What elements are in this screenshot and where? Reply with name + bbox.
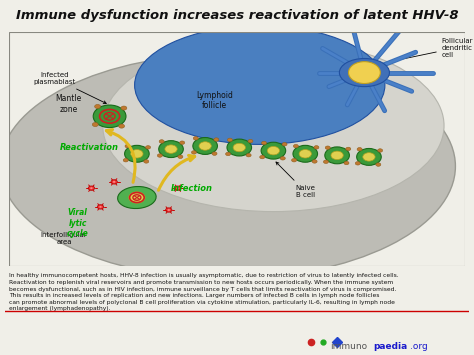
Circle shape	[376, 163, 381, 166]
Circle shape	[227, 139, 252, 156]
Circle shape	[261, 142, 286, 159]
Circle shape	[292, 158, 297, 162]
Circle shape	[325, 146, 330, 149]
Circle shape	[363, 153, 375, 161]
Circle shape	[233, 143, 246, 152]
Text: .org: .org	[410, 342, 428, 351]
Circle shape	[323, 160, 328, 164]
Circle shape	[260, 155, 265, 159]
Circle shape	[178, 155, 183, 158]
Circle shape	[146, 146, 151, 149]
Circle shape	[191, 151, 197, 154]
Text: paedia: paedia	[373, 342, 407, 351]
Circle shape	[129, 192, 145, 203]
Circle shape	[193, 137, 218, 154]
Circle shape	[282, 142, 287, 146]
Circle shape	[144, 160, 149, 163]
Text: Infection: Infection	[171, 184, 212, 193]
Circle shape	[228, 138, 232, 142]
Circle shape	[99, 206, 102, 208]
Circle shape	[93, 105, 126, 127]
Circle shape	[159, 140, 164, 143]
Ellipse shape	[0, 54, 456, 279]
Text: Mantle
zone: Mantle zone	[55, 94, 82, 114]
Ellipse shape	[135, 26, 385, 144]
Circle shape	[125, 144, 130, 148]
Circle shape	[159, 141, 183, 158]
Circle shape	[111, 180, 118, 184]
Text: Follicular
dendritic
cell: Follicular dendritic cell	[385, 38, 473, 62]
Circle shape	[118, 124, 125, 128]
Circle shape	[121, 106, 127, 110]
Circle shape	[267, 147, 280, 155]
Text: Lymphoid
follicle: Lymphoid follicle	[196, 91, 233, 110]
Circle shape	[280, 157, 285, 160]
Circle shape	[131, 149, 143, 158]
Circle shape	[167, 209, 170, 211]
Ellipse shape	[103, 40, 444, 212]
Circle shape	[248, 140, 253, 143]
Circle shape	[293, 145, 318, 162]
Circle shape	[180, 141, 185, 144]
FancyArrowPatch shape	[158, 155, 195, 190]
Circle shape	[348, 62, 380, 83]
Circle shape	[346, 147, 351, 151]
Text: Infected
plasmablast: Infected plasmablast	[34, 72, 106, 103]
Ellipse shape	[118, 186, 156, 208]
Circle shape	[312, 160, 317, 163]
Circle shape	[165, 208, 172, 212]
Circle shape	[212, 152, 217, 155]
Circle shape	[88, 186, 95, 190]
Circle shape	[157, 154, 163, 157]
Text: immuno: immuno	[330, 342, 367, 351]
Circle shape	[246, 153, 251, 157]
Ellipse shape	[339, 59, 390, 87]
Text: In healthy immunocompetent hosts, HHV-8 infection is usually asymptomatic, due t: In healthy immunocompetent hosts, HHV-8 …	[9, 273, 399, 311]
Text: Immune dysfunction increases reactivation of latent HHV-8: Immune dysfunction increases reactivatio…	[16, 10, 458, 22]
Circle shape	[95, 104, 100, 109]
Circle shape	[344, 161, 349, 165]
Circle shape	[90, 187, 92, 189]
Circle shape	[165, 145, 177, 153]
Circle shape	[92, 122, 98, 127]
Circle shape	[174, 186, 181, 190]
FancyArrowPatch shape	[107, 130, 135, 182]
Circle shape	[113, 181, 115, 183]
Circle shape	[331, 151, 343, 159]
Circle shape	[125, 145, 149, 162]
Circle shape	[314, 146, 319, 149]
Text: Naive
B cell: Naive B cell	[276, 162, 315, 198]
Text: Viral
lytic
cycle: Viral lytic cycle	[67, 208, 89, 238]
Circle shape	[214, 138, 219, 141]
Circle shape	[293, 144, 299, 148]
Circle shape	[177, 187, 179, 189]
Circle shape	[226, 152, 231, 156]
Circle shape	[356, 162, 360, 165]
Circle shape	[299, 149, 311, 158]
Circle shape	[357, 148, 362, 151]
Text: Reactivation: Reactivation	[60, 143, 118, 152]
Text: Interfollicular
area: Interfollicular area	[41, 231, 87, 245]
Circle shape	[356, 148, 381, 165]
Circle shape	[378, 149, 383, 152]
Circle shape	[97, 205, 104, 209]
Circle shape	[193, 137, 198, 140]
Circle shape	[199, 142, 211, 150]
Circle shape	[325, 147, 349, 164]
Circle shape	[123, 158, 128, 162]
Circle shape	[262, 141, 266, 145]
